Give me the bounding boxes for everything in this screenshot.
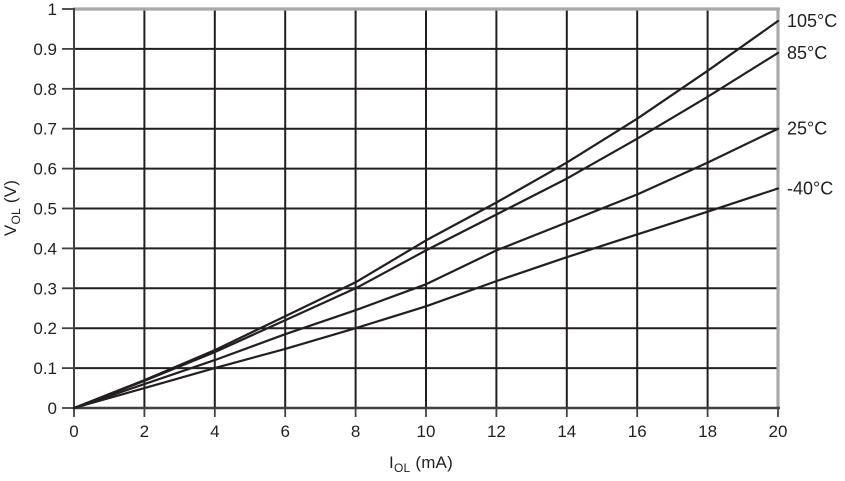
x-tick-label-0: 0 — [69, 422, 78, 441]
y-tick-label-0.7: 0.7 — [33, 120, 57, 139]
curve-105c — [72, 19, 780, 410]
x-axis-title-subscript: OL — [393, 461, 411, 475]
y-tick-label-0.5: 0.5 — [33, 200, 57, 219]
curve--40c — [72, 187, 780, 410]
y-tick-label-0.3: 0.3 — [33, 279, 57, 298]
y-axis-title-symbol: V — [1, 224, 20, 237]
x-tick-label-14: 14 — [557, 422, 576, 441]
x-tick-label-6: 6 — [280, 422, 289, 441]
x-tick-label-12: 12 — [487, 422, 506, 441]
x-tick-label-2: 2 — [140, 422, 149, 441]
y-tick-label-0.8: 0.8 — [33, 80, 57, 99]
x-tick-label-4: 4 — [210, 422, 219, 441]
y-axis-title-units: (V) — [1, 179, 20, 209]
y-tick-label-0.6: 0.6 — [33, 160, 57, 179]
y-tick-label-0.4: 0.4 — [33, 239, 57, 258]
series-label-25c: 25°C — [787, 119, 827, 139]
series-label-85c: 85°C — [787, 43, 827, 63]
x-tick-label-8: 8 — [351, 422, 360, 441]
x-axis-title: IOL (mA) — [389, 453, 453, 475]
series-label--40c: -40°C — [787, 179, 833, 199]
x-tick-label-10: 10 — [417, 422, 436, 441]
series-label-105c: 105°C — [787, 11, 837, 31]
y-tick-label-0.2: 0.2 — [33, 319, 57, 338]
y-axis-title-subscript: OL — [9, 208, 23, 225]
curve-85c — [72, 51, 780, 410]
x-tick-label-16: 16 — [628, 422, 647, 441]
y-tick-label-0: 0 — [48, 399, 57, 418]
y-tick-label-1: 1 — [48, 0, 57, 19]
x-axis-title-symbol: I — [389, 453, 394, 472]
x-tick-label-18: 18 — [698, 422, 717, 441]
y-tick-label-0.9: 0.9 — [33, 40, 57, 59]
y-axis-title: VOL (V) — [1, 180, 23, 236]
x-axis-title-units: (mA) — [410, 453, 453, 472]
y-tick-label-0.1: 0.1 — [33, 359, 57, 378]
curve-25c — [72, 127, 780, 410]
x-tick-label-20: 20 — [769, 422, 788, 441]
